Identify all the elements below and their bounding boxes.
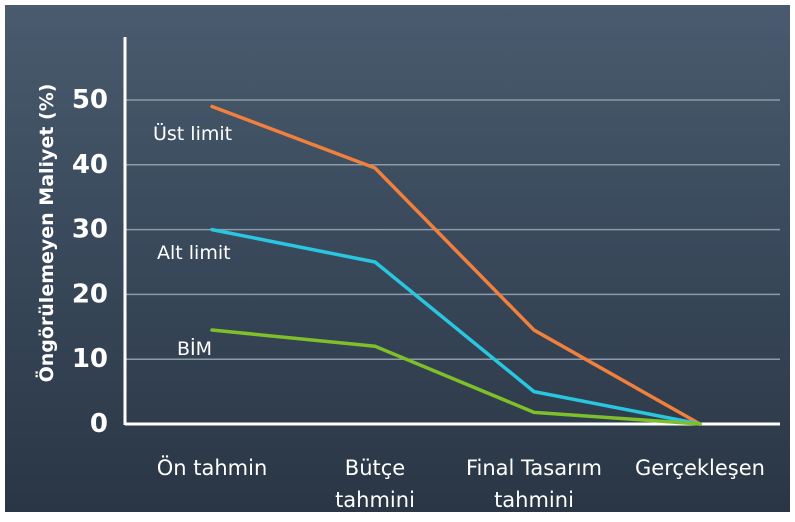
gridlines (125, 99, 780, 360)
x-category-label: Gerçekleşen (635, 456, 765, 480)
y-tick-label: 10 (72, 344, 108, 374)
x-category-label: Bütçe tahmini (335, 456, 415, 512)
line-chart: 0 10 20 30 40 50 Ön tahmin Bütçe tahmini Final T… (34, 37, 780, 512)
x-category-label: Ön tahmin (157, 455, 268, 480)
y-tick-label: 50 (72, 85, 108, 115)
series-line (210, 104, 702, 426)
series-label: BİM (177, 337, 212, 360)
series-lines (210, 104, 702, 426)
y-tick-label: 30 (72, 215, 108, 245)
series-label: Üst limit (153, 122, 232, 145)
series-line (210, 227, 702, 426)
y-tick-labels: 0 10 20 30 40 50 (72, 85, 108, 439)
series-labels: Üst limit Alt limit BİM (153, 122, 232, 360)
series-label: Alt limit (157, 242, 231, 264)
x-category-labels: Ön tahmin Bütçe tahmini Final Tasarım tahmin… (157, 455, 765, 512)
y-tick-label: 40 (72, 150, 108, 180)
y-axis-label: Öngörülemeyen Maliyet (%) (34, 84, 58, 383)
series-line (210, 328, 702, 426)
y-tick-label: 0 (90, 409, 108, 439)
x-category-label: Final Tasarım tahmini (466, 456, 602, 512)
axes (123, 37, 780, 426)
y-tick-label: 20 (72, 279, 108, 309)
